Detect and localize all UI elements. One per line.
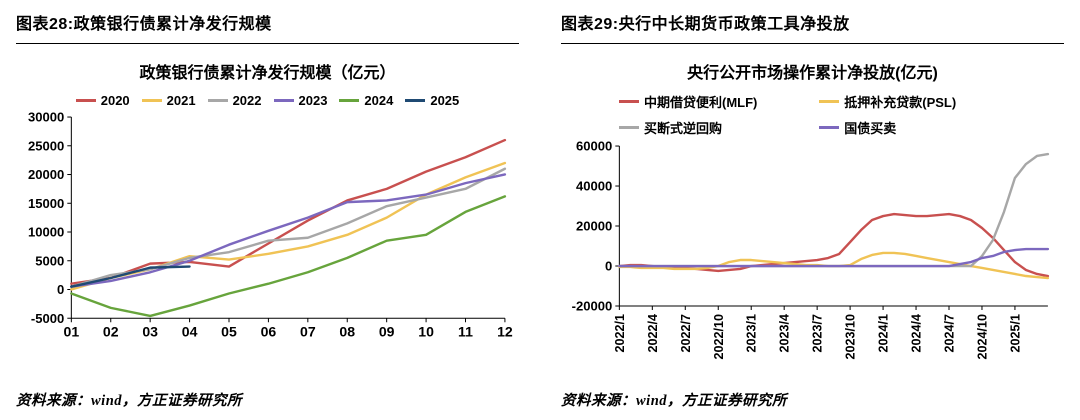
legend-item-2025: 2025: [405, 93, 459, 108]
legend-marker: [273, 98, 294, 103]
y-tick-label: 20000: [28, 167, 64, 182]
y-tick-label: 60000: [576, 140, 612, 154]
legend-marker: [819, 99, 840, 104]
x-tick-label: 2024/1: [877, 314, 891, 352]
legend-label: 2024: [364, 93, 394, 108]
legend-label: 2020: [100, 93, 130, 108]
legend-item-2024: 2024: [339, 93, 393, 108]
x-tick-label: 11: [458, 323, 473, 339]
y-tick-label: 20000: [576, 219, 612, 234]
legend-label: 2023: [298, 93, 328, 108]
legend-label: 中期借贷便利(MLF): [644, 95, 758, 110]
x-tick-label: 03: [142, 323, 158, 339]
legend-marker: [75, 98, 96, 103]
x-tick-label: 2023/1: [745, 314, 759, 352]
series-line-2025: [70, 265, 191, 288]
x-tick-label: 12: [497, 323, 513, 339]
legend-label: 2025: [430, 93, 460, 108]
x-tick-label: 2022/10: [712, 314, 726, 359]
y-tick-label: -20000: [572, 299, 613, 314]
x-tick-label: 2025/1: [1008, 314, 1022, 352]
legend-item-2020: 2020: [75, 93, 130, 108]
y-tick-label: 0: [605, 259, 612, 274]
series-line-2024: [70, 195, 507, 318]
series-line-买断式逆回购: [618, 152, 1050, 268]
legend-marker: [207, 98, 228, 103]
series-line-2023: [70, 173, 507, 288]
x-tick-label: 2024/10: [975, 314, 989, 359]
legend-item-抵押补充贷款(PSL): 抵押补充贷款(PSL): [819, 92, 1064, 111]
legend-marker: [819, 125, 840, 130]
legend-item-2021: 2021: [141, 93, 196, 108]
x-tick-label: 2024/7: [943, 314, 957, 352]
y-tick-label: 5000: [35, 253, 64, 268]
legend-marker: [339, 98, 360, 103]
x-tick-label: 04: [182, 323, 198, 339]
right-chart-title: 央行公开市场操作累计净投放(亿元): [687, 65, 938, 82]
x-tick-label: 02: [103, 323, 119, 339]
left-chart-legend: 2020 2021 2022 2023 2024 2025: [16, 93, 519, 108]
figure-28-header: 图表28:政策银行债累计净发行规模: [16, 10, 519, 44]
x-tick-label: 2022/4: [646, 314, 660, 352]
x-tick-label: 2022/1: [613, 314, 627, 352]
legend-item-2022: 2022: [207, 93, 262, 108]
legend-label: 2022: [232, 93, 262, 108]
x-tick-label: 08: [339, 323, 355, 339]
x-tick-label: 01: [63, 323, 79, 339]
left-panel: 图表28:政策银行债累计净发行规模 政策银行债累计净发行规模（亿元） 2020 2…: [16, 10, 519, 412]
legend-item-国债买卖: 国债买卖: [819, 118, 1064, 137]
x-tick-label: 2023/10: [844, 314, 858, 359]
x-tick-label: 05: [221, 323, 237, 339]
right-panel: 图表29:央行中长期货币政策工具净投放 央行公开市场操作累计净投放(亿元) 中期…: [561, 10, 1064, 412]
right-source-note: 资料来源：wind，方正证券研究所: [561, 393, 788, 409]
y-tick-label: 10000: [28, 225, 64, 240]
y-tick-label: 0: [57, 282, 64, 297]
legend-item-买断式逆回购: 买断式逆回购: [619, 118, 819, 137]
y-tick-label: -5000: [31, 311, 64, 326]
legend-marker: [141, 98, 162, 103]
legend-label: 2021: [166, 93, 196, 108]
y-tick-label: 25000: [28, 138, 64, 153]
x-tick-label: 2024/4: [910, 314, 924, 352]
left-chart-title: 政策银行债累计净发行规模（亿元）: [139, 65, 396, 82]
legend-label: 国债买卖: [844, 121, 897, 136]
y-tick-label: 40000: [576, 179, 612, 194]
legend-item-2023: 2023: [273, 93, 328, 108]
x-tick-label: 2023/4: [778, 314, 792, 352]
legend-item-中期借贷便利(MLF): 中期借贷便利(MLF): [619, 92, 819, 111]
figure-29-header: 图表29:央行中长期货币政策工具净投放: [561, 10, 1064, 44]
series-line-2020: [70, 138, 507, 285]
x-tick-label: 2022/7: [679, 314, 693, 352]
legend-marker: [405, 98, 426, 103]
legend-marker: [619, 125, 639, 130]
x-tick-label: 2023/7: [811, 314, 825, 352]
x-tick-label: 09: [379, 323, 395, 339]
x-tick-label: 06: [261, 323, 277, 339]
legend-label: 抵押补充贷款(PSL): [844, 95, 957, 110]
y-tick-label: 30000: [28, 111, 64, 125]
series-line-国债买卖: [618, 247, 1050, 268]
x-tick-label: 07: [300, 323, 316, 339]
legend-marker: [619, 99, 639, 104]
legend-label: 买断式逆回购: [644, 121, 723, 136]
left-source-note: 资料来源：wind，方正证券研究所: [16, 393, 243, 409]
y-tick-label: 15000: [28, 196, 64, 211]
right-chart-legend: 中期借贷便利(MLF) 抵押补充贷款(PSL) 买断式逆回购 国债买卖: [561, 92, 1064, 137]
x-tick-label: 10: [418, 323, 434, 339]
